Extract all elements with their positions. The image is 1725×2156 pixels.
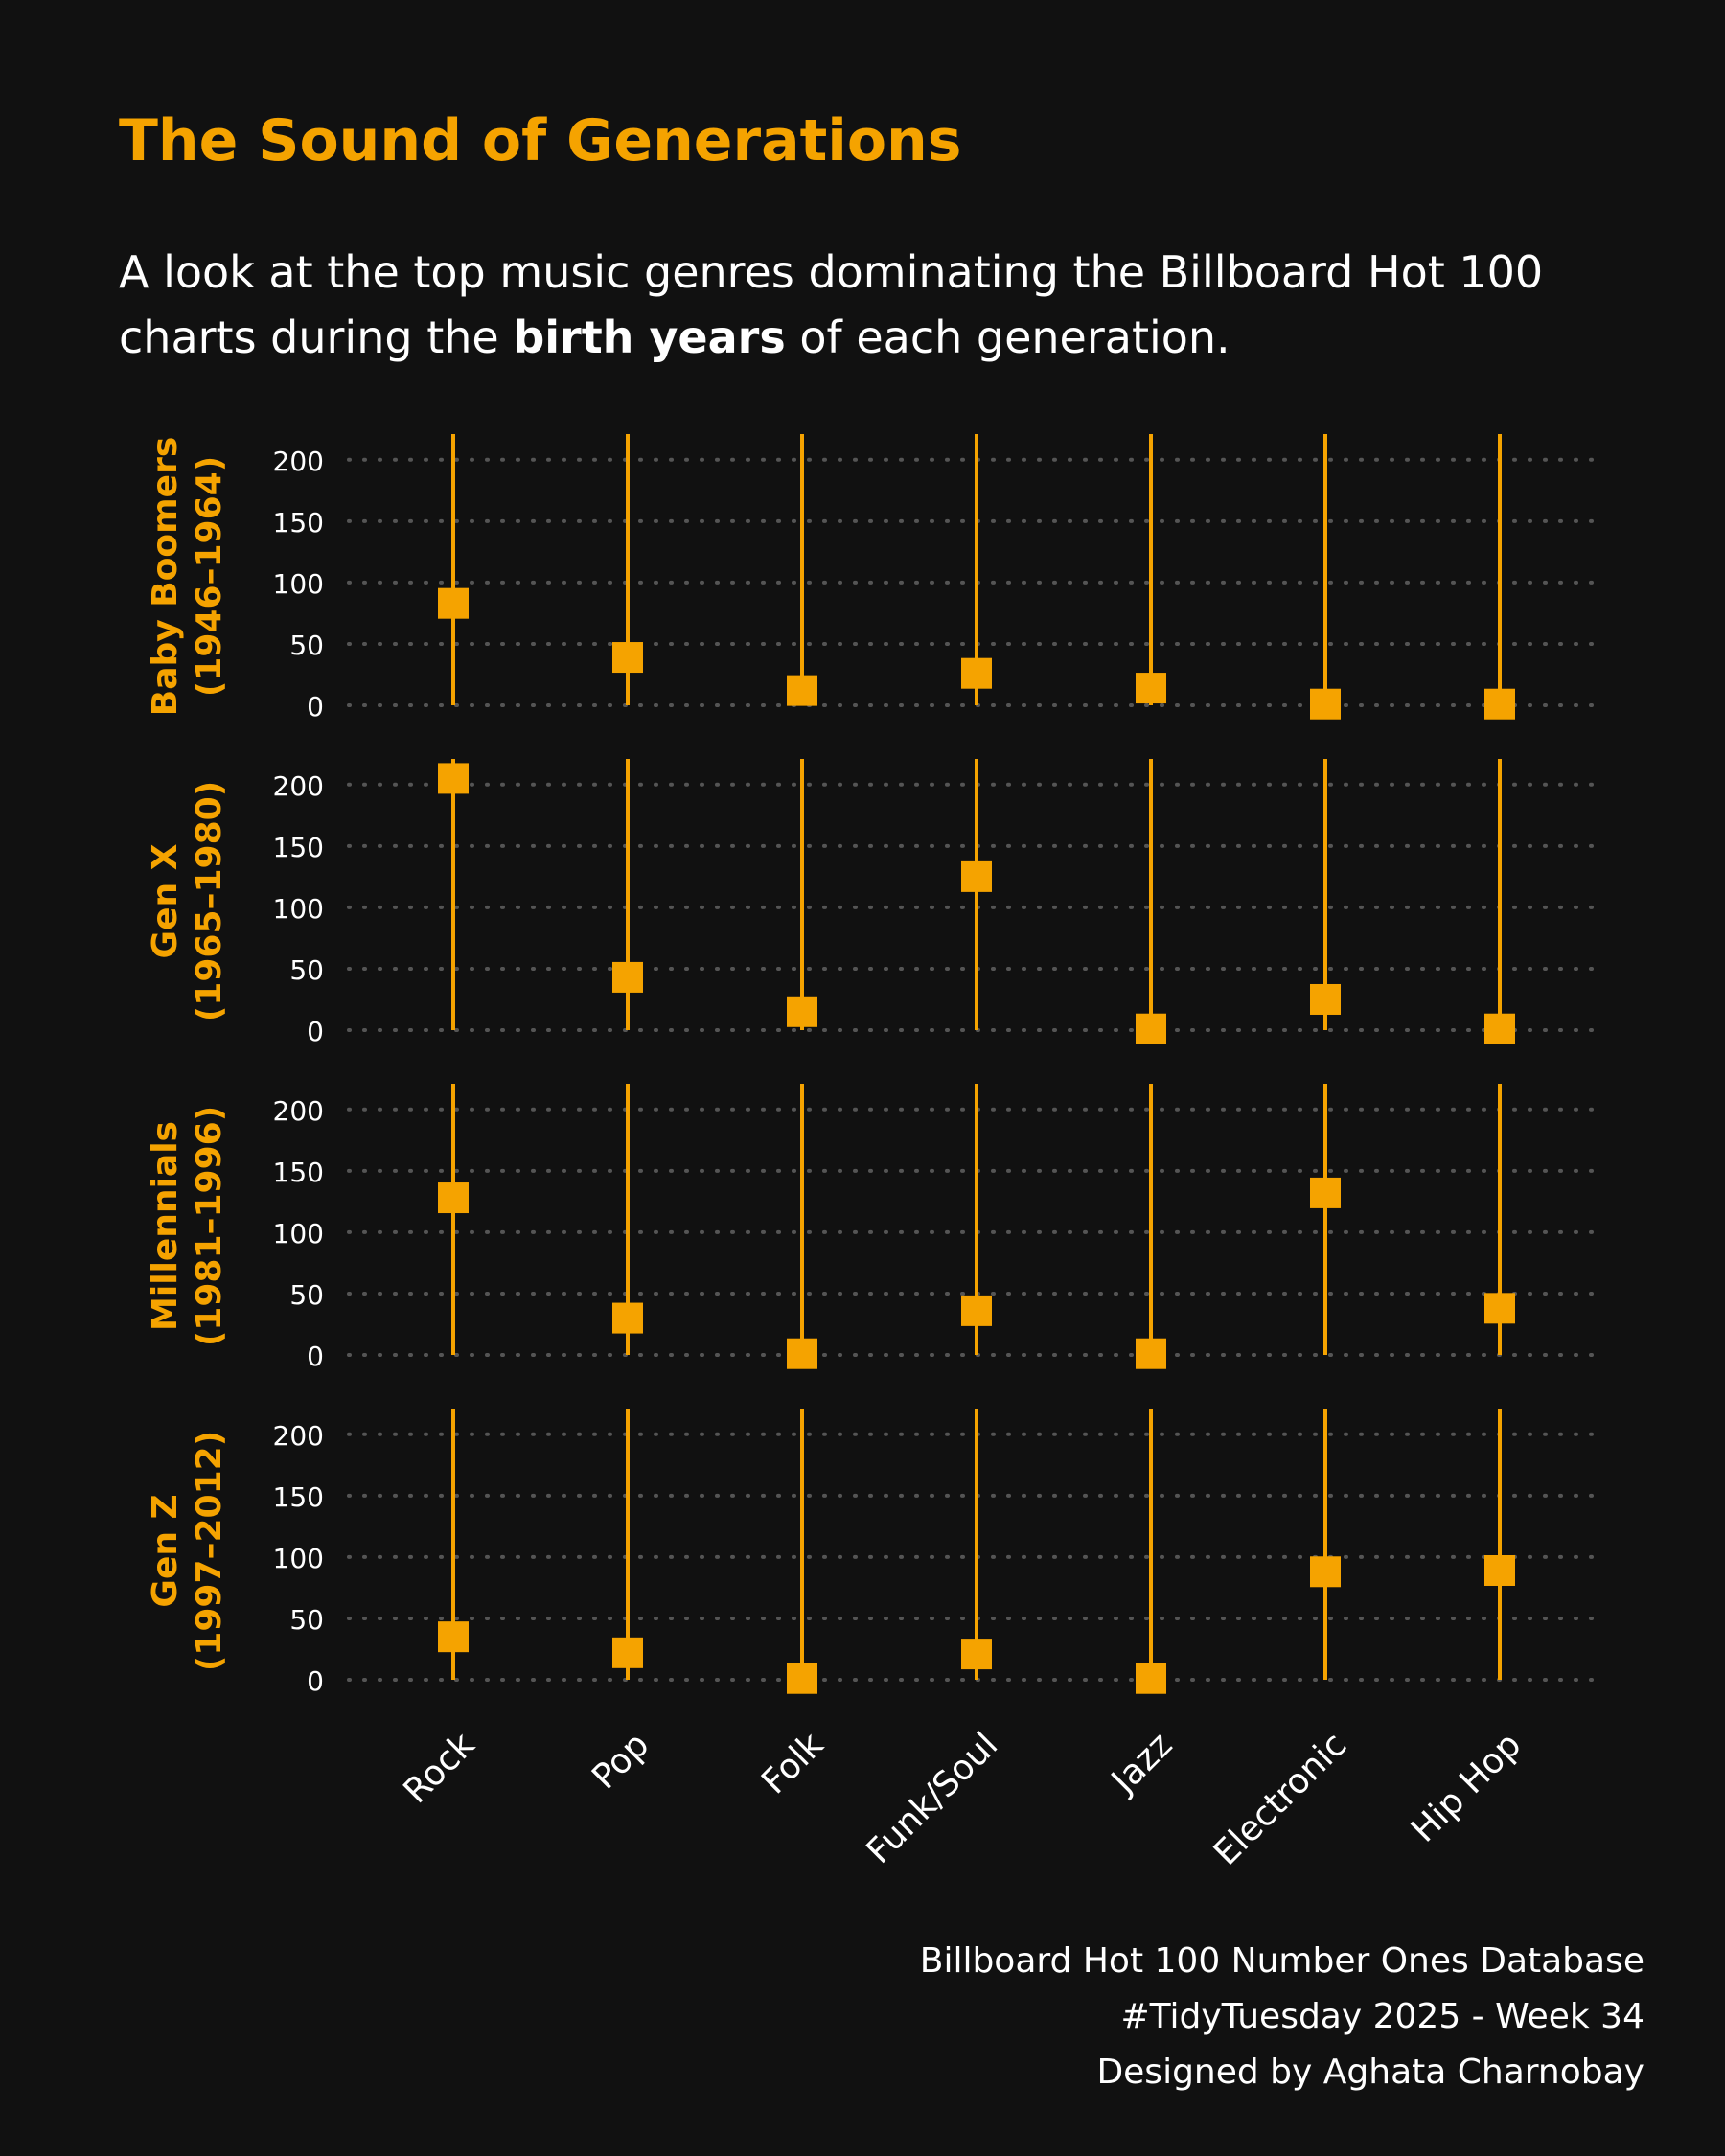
data-point: [1484, 1013, 1515, 1044]
data-point: [961, 1295, 992, 1326]
y-tick-label: 200: [273, 770, 324, 802]
y-tick-label: 200: [273, 446, 324, 477]
panel-label-years: (1946–1964): [190, 456, 229, 697]
data-point: [612, 961, 643, 993]
data-point: [1310, 983, 1341, 1015]
data-point: [1136, 1663, 1166, 1694]
y-tick-label: 150: [273, 1481, 324, 1513]
x-tick-label: Funk/Soul: [860, 1725, 1006, 1871]
y-tick-label: 150: [273, 1157, 324, 1188]
panel-label-generation: Millennials: [146, 1121, 185, 1331]
y-tick-label: 100: [273, 1543, 324, 1574]
data-point: [961, 860, 992, 892]
y-tick-label: 200: [273, 1095, 324, 1127]
caption-source: Billboard Hot 100 Number Ones Database: [919, 1941, 1644, 1981]
y-tick-label: 100: [273, 1218, 324, 1250]
y-tick-label: 0: [307, 1016, 324, 1047]
data-point: [787, 996, 817, 1027]
x-tick-label: Jazz: [1103, 1725, 1180, 1801]
data-point: [1136, 1013, 1166, 1044]
chart-title: The Sound of Generations: [119, 107, 962, 174]
x-tick-label: Folk: [754, 1725, 831, 1801]
x-tick-label: Pop: [585, 1725, 656, 1797]
subtitle-emphasis: birth years: [513, 311, 786, 363]
data-point: [787, 675, 817, 706]
y-tick-label: 100: [273, 568, 324, 600]
y-tick-label: 0: [307, 691, 324, 722]
data-point: [1310, 1556, 1341, 1588]
panel-label-years: (1981–1996): [190, 1106, 229, 1346]
data-point: [787, 1663, 817, 1694]
y-tick-label: 150: [273, 507, 324, 539]
data-point: [438, 763, 469, 794]
data-point: [1136, 1338, 1166, 1369]
caption-designer: Designed by Aghata Charnobay: [1096, 2053, 1644, 2092]
data-point: [438, 1182, 469, 1214]
y-tick-label: 50: [289, 1604, 324, 1636]
y-tick-label: 100: [273, 893, 324, 925]
data-point: [438, 1621, 469, 1653]
data-point: [1484, 1554, 1515, 1586]
panel-label-generation: Gen X: [146, 843, 185, 958]
data-point: [787, 1338, 817, 1369]
data-point: [438, 587, 469, 619]
y-tick-label: 50: [289, 1279, 324, 1311]
subtitle-text: A look at the top music genres dominatin…: [119, 246, 1544, 363]
y-tick-label: 200: [273, 1420, 324, 1452]
data-point: [1310, 688, 1341, 720]
data-point: [1484, 688, 1515, 720]
data-point: [961, 657, 992, 689]
x-tick-label: Rock: [397, 1725, 483, 1811]
y-tick-label: 0: [307, 1665, 324, 1697]
y-tick-label: 50: [289, 630, 324, 661]
panel-label-years: (1997–2012): [190, 1431, 229, 1671]
panel-label-years: (1965–1980): [190, 781, 229, 1021]
data-point: [1136, 673, 1166, 704]
subtitle-text-end: of each generation.: [785, 311, 1230, 363]
data-point: [1310, 1177, 1341, 1208]
x-tick-label: Hip Hop: [1404, 1725, 1529, 1849]
data-point: [612, 1637, 643, 1668]
panel-label-generation: Gen Z: [146, 1494, 185, 1607]
x-tick-label: Electronic: [1207, 1725, 1354, 1872]
data-point: [612, 1302, 643, 1334]
data-point: [612, 642, 643, 674]
data-point: [961, 1639, 992, 1670]
lollipop-chart: 0 50 100 150 200 Baby Boomers (1946–1964) 0 50 10…: [146, 434, 1597, 1873]
caption: Billboard Hot 100 Number Ones Database #…: [920, 1934, 1644, 2100]
y-tick-label: 0: [307, 1341, 324, 1372]
data-point: [1484, 1293, 1515, 1324]
chart-subtitle: A look at the top music genres dominatin…: [119, 240, 1614, 370]
panel-label-generation: Baby Boomers: [146, 437, 185, 717]
y-tick-label: 50: [289, 954, 324, 986]
y-tick-label: 150: [273, 832, 324, 863]
caption-tidytuesday: #TidyTuesday 2025 - Week 34: [1120, 1997, 1645, 2036]
